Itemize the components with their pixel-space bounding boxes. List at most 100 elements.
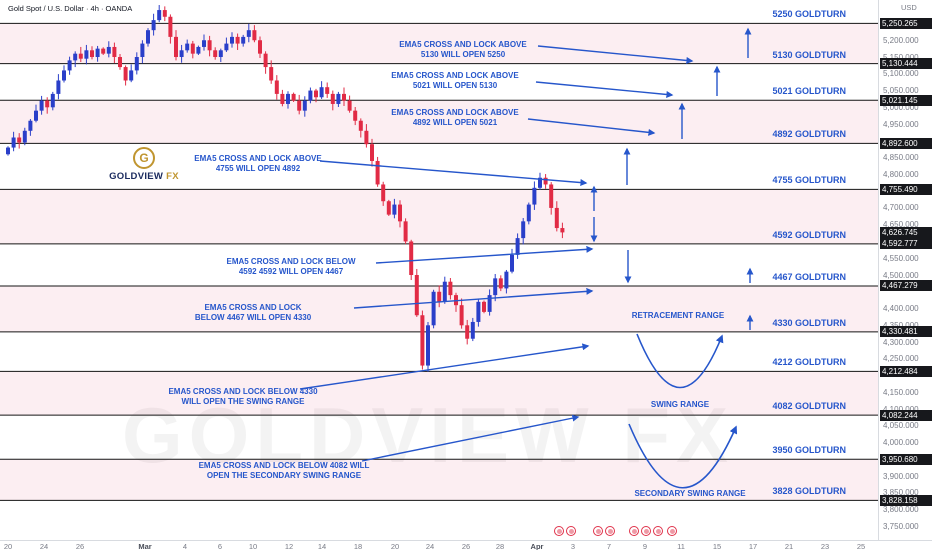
annotation-arrow[interactable] <box>535 81 674 98</box>
candle-up <box>56 80 61 94</box>
annotation-arrow[interactable] <box>299 343 590 390</box>
price-tick-label: 4,500.000 <box>883 270 919 280</box>
annotation-line: BELOW 4467 WILL OPEN 4330 <box>194 312 312 322</box>
price-tick-label: 4,400.000 <box>883 304 919 314</box>
goldturn-label[interactable]: 3828 GOLDTURN <box>772 486 846 497</box>
event-sticker-icon[interactable] <box>605 526 615 536</box>
goldturn-label[interactable]: 5021 GOLDTURN <box>772 86 846 97</box>
candle-down <box>118 57 122 68</box>
candle-down <box>325 87 330 94</box>
goldview-watermark: GOLDVIEW FX <box>122 391 734 479</box>
candle-up <box>526 204 531 222</box>
candle-up <box>151 20 156 31</box>
candle-up <box>146 30 150 44</box>
chart-annotation-text[interactable]: EMA5 CROSS AND LOCK ABOVE 5130 WILL OPEN … <box>399 40 526 59</box>
logo-g-icon: G <box>133 147 155 169</box>
candle-down <box>235 36 240 44</box>
annotation-line: SECONDARY SWING RANGE <box>634 489 746 498</box>
time-tick-label: 23 <box>820 542 830 550</box>
annotation-line: WILL OPEN THE SWING RANGE <box>181 396 305 406</box>
goldturn-label[interactable]: 4467 GOLDTURN <box>772 271 846 282</box>
chart-annotation-text[interactable]: EMA5 CROSS AND LOCK ABOVE 4755 WILL OPEN … <box>194 154 321 173</box>
candle-up <box>218 50 223 58</box>
annotation-line: OPEN THE SECONDARY SWING RANGE <box>206 470 362 480</box>
goldturn-zone-band <box>0 100 878 144</box>
candle-up <box>286 93 290 104</box>
time-tick-label: 7 <box>606 542 612 550</box>
annotation-arrow[interactable] <box>353 287 594 309</box>
candle-down <box>398 204 402 222</box>
event-sticker-icon[interactable] <box>653 526 663 536</box>
chart-annotation-text[interactable]: EMA5 CROSS AND LOCK BELOW 4330 WILL OPEN … <box>168 387 317 406</box>
candle-down <box>543 177 548 185</box>
goldturn-label[interactable]: 3950 GOLDTURN <box>772 445 846 456</box>
time-axis[interactable]: 20 24 26 Mar 4 6 10 12 14 18 20 24 26 28 Apr 3 7 9 11 15 17 2… <box>0 540 932 550</box>
price-tick-label: 5,200.000 <box>883 35 919 45</box>
time-tick-label: 14 <box>317 542 327 550</box>
goldturn-label[interactable]: 4755 GOLDTURN <box>772 175 846 186</box>
event-sticker-icon[interactable] <box>629 526 639 536</box>
event-sticker-icon[interactable] <box>667 526 677 536</box>
chart-annotation-text[interactable]: EMA5 CROSS AND LOCK ABOVE 5021 WILL OPEN … <box>391 71 518 90</box>
goldturn-label[interactable]: 4082 GOLDTURN <box>772 401 846 412</box>
candle-down <box>269 67 274 81</box>
event-sticker-icon[interactable] <box>593 526 603 536</box>
goldturn-label[interactable]: 4330 GOLDTURN <box>772 317 846 328</box>
price-tick-label: 5,050.000 <box>883 86 919 96</box>
time-tick-label: 24 <box>39 542 49 550</box>
event-sticker-icon[interactable] <box>641 526 651 536</box>
logo-text-main: GOLDVIEW <box>109 171 164 182</box>
chart-annotation-text[interactable]: EMA5 CROSS AND LOCK BELOW 4082 WILL OPEN … <box>199 461 370 480</box>
candle-down <box>375 160 380 185</box>
candle-down <box>168 16 173 37</box>
candle-up <box>134 57 139 71</box>
time-tick-label: 10 <box>248 542 258 550</box>
price-level-tag: 4,755.490 <box>880 183 932 195</box>
symbol-title[interactable]: Gold Spot / U.S. Dollar · 4h · OANDA <box>6 3 135 14</box>
chart-annotation-text[interactable]: EMA5 CROSS AND LOCK BELOW 4467 WILL OPEN … <box>195 303 311 322</box>
price-tick-label: 5,000.000 <box>883 102 919 112</box>
candle-up <box>73 53 78 61</box>
candle-up <box>319 87 324 98</box>
candle-up <box>532 187 537 205</box>
price-axis[interactable]: USD 5,200.000 5,150.000 5,100.000 5,050.000… <box>878 0 932 540</box>
goldturn-label[interactable]: 4212 GOLDTURN <box>772 357 846 368</box>
candle-down <box>403 221 408 242</box>
annotation-arrow[interactable] <box>361 414 580 462</box>
goldturn-label[interactable]: 4592 GOLDTURN <box>772 229 846 240</box>
time-tick-label: 26 <box>75 542 85 550</box>
event-sticker-icon[interactable] <box>566 526 576 536</box>
chart-annotation-text[interactable]: EMA5 CROSS AND LOCK BELOW 4592 4592 WILL … <box>226 257 355 276</box>
candle-down <box>314 90 318 98</box>
annotation-arc[interactable] <box>628 423 738 489</box>
price-tick-label: 4,100.000 <box>883 405 919 414</box>
annotation-arrow[interactable] <box>527 118 656 136</box>
annotation-arc[interactable] <box>636 333 724 389</box>
goldturn-label[interactable]: 5130 GOLDTURN <box>772 49 846 60</box>
candle-down <box>78 53 83 59</box>
candle-up <box>50 93 55 108</box>
candle-up <box>185 43 190 51</box>
time-tick-label: Apr <box>530 542 544 550</box>
annotation-arrow[interactable] <box>319 160 588 187</box>
candle-down <box>17 137 22 143</box>
goldturn-label[interactable]: 5250 GOLDTURN <box>772 9 846 20</box>
annotation-arrow[interactable] <box>375 245 594 264</box>
logo-text-accent: FX <box>166 171 179 182</box>
chart-annotation-text[interactable]: SWING RANGE <box>651 400 709 410</box>
event-sticker-icon[interactable] <box>554 526 564 536</box>
candle-up <box>487 295 492 312</box>
logo-text: GOLDVIEW FX <box>109 171 179 182</box>
goldturn-label[interactable]: 4892 GOLDTURN <box>772 129 846 140</box>
annotation-arrow[interactable] <box>537 45 694 64</box>
price-tick-label: 4,950.000 <box>883 119 919 129</box>
chart-annotation-text[interactable]: RETRACEMENT RANGE <box>632 311 724 321</box>
chart-annotation-text[interactable]: SECONDARY SWING RANGE <box>634 489 745 499</box>
price-tick-label: 4,850.000 <box>883 153 919 163</box>
candle-down <box>252 30 257 41</box>
chart-annotation-text[interactable]: EMA5 CROSS AND LOCK ABOVE 4892 WILL OPEN … <box>391 108 518 127</box>
price-tick-label: 4,550.000 <box>883 253 919 263</box>
price-tick-label: 3,750.000 <box>883 522 919 532</box>
price-tick-label: 4,700.000 <box>883 203 919 213</box>
